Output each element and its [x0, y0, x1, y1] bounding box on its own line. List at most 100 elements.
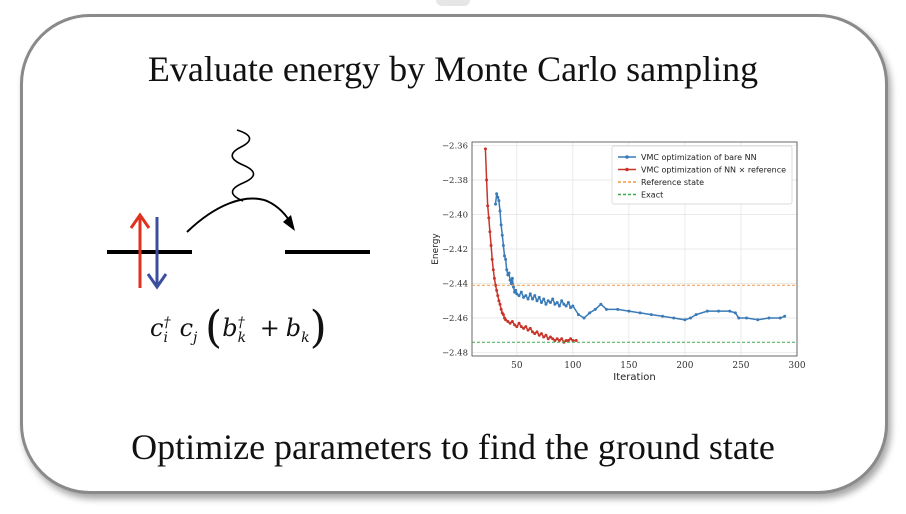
legend-label: VMC optimization of bare NN: [641, 153, 757, 162]
data-point: [495, 192, 499, 196]
data-point: [783, 314, 787, 318]
data-point: [533, 332, 537, 336]
x-axis-label: Iteration: [613, 372, 655, 383]
data-point: [582, 316, 586, 320]
spin-up-arrow: [129, 212, 151, 288]
data-point: [494, 283, 498, 287]
electron-phonon-diagram: [107, 129, 370, 290]
heading: Evaluate energy by Monte Carlo sampling: [147, 49, 759, 89]
data-point: [515, 292, 519, 296]
legend-label: Reference state: [641, 178, 704, 187]
data-point: [562, 302, 566, 306]
data-point: [616, 307, 620, 311]
data-point: [506, 319, 510, 323]
data-point: [627, 309, 631, 313]
data-point: [504, 318, 508, 322]
data-point: [756, 318, 760, 322]
data-point: [485, 178, 489, 182]
x-tick-label: 250: [732, 361, 749, 371]
data-point: [528, 326, 532, 330]
data-point: [551, 297, 555, 301]
data-point: [526, 297, 530, 301]
data-point: [555, 301, 559, 304]
data-point: [728, 309, 732, 313]
data-point: [483, 147, 487, 151]
data-point: [571, 338, 575, 342]
data-point: [490, 257, 494, 261]
data-point: [537, 295, 541, 299]
data-point: [745, 316, 749, 320]
data-point: [546, 337, 550, 341]
data-point: [599, 302, 603, 306]
data-point: [564, 338, 568, 342]
series-line: [484, 148, 577, 344]
data-point: [569, 337, 573, 341]
y-tick-label: −2.36: [442, 141, 468, 151]
x-tick-label: 300: [788, 361, 805, 371]
data-point: [513, 323, 517, 327]
data-point: [498, 209, 502, 213]
data-point: [514, 288, 518, 292]
data-point: [526, 328, 530, 332]
legend-box: [611, 145, 793, 205]
spin-down-arrow: [146, 217, 168, 290]
data-point: [503, 254, 506, 258]
data-point: [778, 316, 782, 320]
y-tick-label: −2.48: [442, 349, 468, 359]
data-point: [535, 299, 539, 303]
data-point: [528, 292, 532, 296]
data-point: [524, 325, 528, 329]
data-point: [544, 333, 548, 337]
data-point: [717, 309, 721, 313]
data-point: [501, 244, 505, 248]
data-point: [566, 301, 570, 304]
data-point: [551, 337, 555, 341]
data-point: [548, 301, 552, 304]
data-point: [694, 313, 698, 317]
data-point: [508, 278, 512, 282]
data-point: [553, 338, 557, 342]
y-tick-label: −2.38: [442, 176, 468, 186]
data-point: [535, 330, 539, 334]
data-point: [539, 301, 543, 304]
data-point: [522, 295, 526, 299]
data-point: [737, 316, 741, 320]
data-point: [511, 285, 515, 289]
data-point: [515, 325, 519, 329]
data-point: [533, 294, 537, 298]
data-point: [499, 307, 503, 311]
data-point: [508, 321, 512, 325]
legend-marker: [625, 155, 629, 159]
data-point: [593, 307, 597, 311]
data-point: [560, 299, 564, 303]
data-point: [548, 335, 552, 339]
data-point: [501, 313, 505, 317]
data-point: [576, 313, 580, 317]
data-point: [649, 313, 653, 317]
data-point: [492, 276, 496, 280]
data-point: [566, 338, 570, 342]
y-tick-label: −2.46: [442, 314, 468, 324]
data-point: [517, 321, 521, 325]
data-point: [499, 223, 503, 227]
data-point: [537, 333, 541, 337]
data-point: [542, 335, 546, 339]
phonon-wavy-line: [231, 129, 255, 202]
axes-box: [471, 141, 798, 357]
data-point: [553, 302, 557, 306]
data-point: [705, 309, 709, 313]
data-point: [569, 306, 573, 310]
data-point: [489, 244, 493, 248]
legend-marker: [625, 167, 629, 172]
data-point: [519, 290, 523, 294]
data-point: [564, 304, 568, 308]
data-point: [689, 316, 693, 320]
data-point: [588, 311, 592, 315]
footer-caption: Optimize parameters to find the ground s…: [131, 427, 775, 467]
data-point: [517, 294, 521, 298]
data-point: [507, 271, 511, 275]
data-point: [504, 257, 508, 261]
data-point: [571, 304, 575, 308]
energy-chart: 50 100 150 200 250 300 −2.36 −2.38 −2.40 −2.42 −2.…: [431, 141, 805, 383]
data-point: [498, 302, 502, 306]
